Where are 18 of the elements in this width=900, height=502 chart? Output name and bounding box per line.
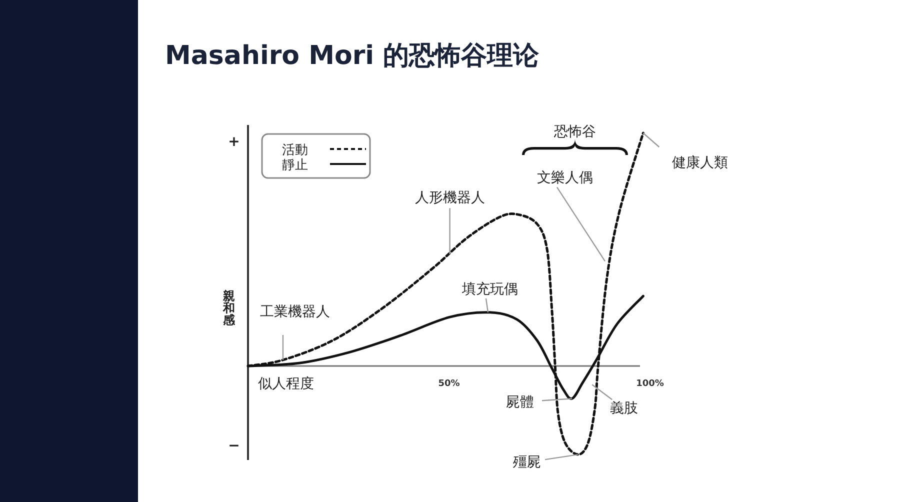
annotation: 殭屍 (513, 454, 542, 471)
annotation: 恐怖谷 (553, 124, 596, 140)
x-tick-label: 100% (636, 379, 664, 389)
annotation: 健康人類 (672, 155, 728, 171)
x-tick-label: 50% (438, 379, 460, 389)
annotation: 人形機器人 (414, 190, 485, 206)
text: − (228, 438, 240, 454)
chart-title: Masahiro Mori 的恐怖谷理论 (165, 41, 540, 71)
text: + (228, 134, 240, 150)
annotation: 義肢 (610, 400, 638, 417)
x-axis-title: 似人程度 (258, 376, 314, 392)
annotation: 屍體 (506, 394, 534, 411)
legend-label: 靜止 (282, 158, 308, 173)
legend-label: 活動 (282, 143, 308, 158)
annotation: 填充玩偶 (460, 281, 518, 298)
annotation: 工業機器人 (260, 304, 330, 320)
annotation: 文樂人偶 (536, 170, 593, 186)
y-axis-title: 親和感 (222, 289, 236, 327)
